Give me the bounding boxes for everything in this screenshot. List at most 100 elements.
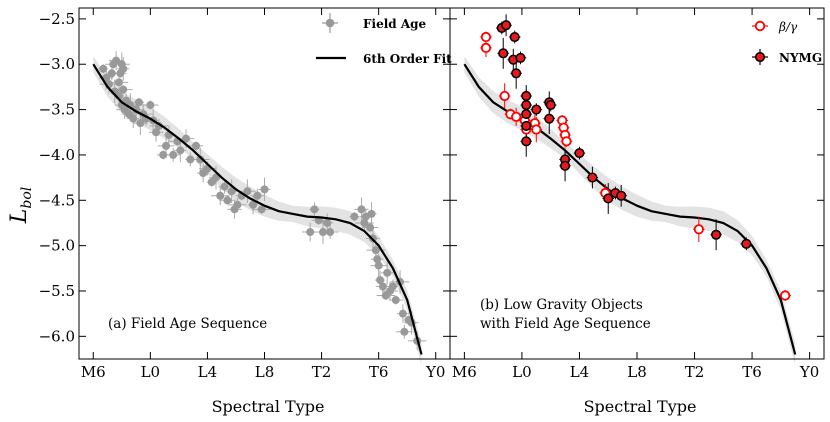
x-axis-title-left: Spectral Type <box>212 397 325 416</box>
y-tick-label: −6.0 <box>39 327 75 345</box>
field-age-point <box>357 205 366 214</box>
field-age-point <box>129 114 138 123</box>
y-ticks <box>450 18 824 337</box>
field-age-point <box>257 205 266 214</box>
y-axis-title-sub: bol <box>19 187 35 209</box>
field-age-point <box>233 200 242 209</box>
field-age-point <box>107 69 116 78</box>
nymg-point <box>509 31 520 43</box>
nymg-point <box>587 172 598 183</box>
annotation-left: (a) Field Age Sequence <box>108 316 267 332</box>
field-age-point <box>306 228 315 237</box>
beta-gamma-point <box>693 224 704 235</box>
y-tick-label: −5.0 <box>39 237 75 255</box>
x-tick-label: L8 <box>627 363 647 381</box>
field-age-point <box>383 268 392 277</box>
x-ticks: M6 L0 L4 L8 T2 T6 Y0 <box>452 8 819 381</box>
field-age-point <box>192 141 201 150</box>
x-tick-label: L0 <box>141 363 161 381</box>
nymg-point <box>521 136 532 147</box>
beta-gamma-point <box>531 124 542 135</box>
field-age-point <box>400 327 409 336</box>
field-age-point <box>176 146 185 155</box>
field-age-point <box>249 200 258 209</box>
error-bars-low-gravity <box>480 14 791 301</box>
panel-low-gravity: M6 L0 L4 L8 T2 T6 Y0 (b) Low Gravity Objects w… <box>449 7 825 381</box>
x-tick-label: T6 <box>742 363 762 381</box>
nymg-point <box>560 160 571 171</box>
field-age-point <box>114 78 123 87</box>
field-age-point <box>310 205 319 214</box>
fit-uncertainty-band <box>93 56 422 366</box>
nymg-point <box>544 113 555 124</box>
field-age-point <box>99 64 108 73</box>
annotation-right-line1: (b) Low Gravity Objects <box>480 297 643 313</box>
beta-gamma-point <box>499 90 510 102</box>
nymg-point <box>521 120 532 131</box>
nymg-point <box>521 90 532 102</box>
y-tick-label: −3.0 <box>39 55 75 73</box>
field-age-point <box>159 150 168 159</box>
field-age-point <box>374 261 383 270</box>
y-tick-label: −2.5 <box>39 10 75 28</box>
x-tick-label: Y0 <box>799 363 819 381</box>
legend-fit-label: 6th Order Fit <box>363 52 452 66</box>
legend-field-label: Field Age <box>363 17 427 31</box>
nymg-point <box>501 20 512 31</box>
y-axis-title-main: L <box>7 209 32 225</box>
beta-gamma-point <box>780 290 791 301</box>
nymg-point <box>521 99 532 111</box>
x-tick-label: M6 <box>452 363 477 381</box>
field-age-point <box>146 101 155 110</box>
field-age-point <box>134 98 143 107</box>
legend-field-marker <box>325 18 335 28</box>
legend-left: Field Age 6th Order Fit <box>316 13 452 66</box>
field-age-point <box>323 218 332 227</box>
nymg-point <box>616 190 627 201</box>
x-tick-label: L8 <box>255 363 275 381</box>
field-age-point <box>182 134 191 143</box>
field-age-point <box>186 155 195 164</box>
field-age-point <box>376 276 385 285</box>
x-tick-label: L4 <box>570 363 590 381</box>
legend-beta-marker <box>754 20 766 32</box>
nymg-point <box>711 229 722 240</box>
y-tick-label: −3.5 <box>39 101 75 119</box>
points-low-gravity <box>480 20 791 301</box>
field-age-point <box>373 255 382 264</box>
beta-gamma-point <box>480 31 492 43</box>
field-age-point <box>391 296 400 305</box>
legend-beta-label: β/γ <box>778 20 798 34</box>
field-age-point <box>152 128 161 137</box>
field-age-point <box>220 182 229 191</box>
nymg-point <box>741 238 752 249</box>
field-age-point <box>216 191 225 200</box>
nymg-point <box>545 99 556 111</box>
y-ticks: −2.5 −3.0 −3.5 −4.0 −4.5 −5.0 −5.5 −6.0 <box>39 10 450 345</box>
field-age-point <box>260 185 269 194</box>
x-ticks: M6 L0 L4 L8 T2 T6 Y0 <box>81 8 445 381</box>
field-age-point <box>398 309 407 318</box>
field-age-point <box>367 209 376 218</box>
fit-line <box>92 63 423 355</box>
legend-right: β/γ NYMG <box>752 20 822 65</box>
field-age-point <box>119 64 128 73</box>
y-tick-label: −4.0 <box>39 146 75 164</box>
beta-gamma-point <box>480 42 492 54</box>
x-tick-label: T6 <box>369 363 389 381</box>
field-age-point <box>350 212 359 221</box>
x-tick-label: T2 <box>312 363 332 381</box>
beta-gamma-point <box>511 111 522 122</box>
nymg-point <box>574 148 585 159</box>
y-tick-label: −4.5 <box>39 191 75 209</box>
field-age-point <box>388 282 397 291</box>
beta-gamma-point <box>561 136 572 147</box>
x-tick-label: M6 <box>81 363 106 381</box>
field-age-point <box>136 119 145 128</box>
y-axis-title: Lbol <box>7 187 35 224</box>
nymg-point <box>498 48 509 59</box>
field-age-point <box>196 155 205 164</box>
field-age-point <box>253 191 262 200</box>
x-tick-label: T2 <box>685 363 705 381</box>
